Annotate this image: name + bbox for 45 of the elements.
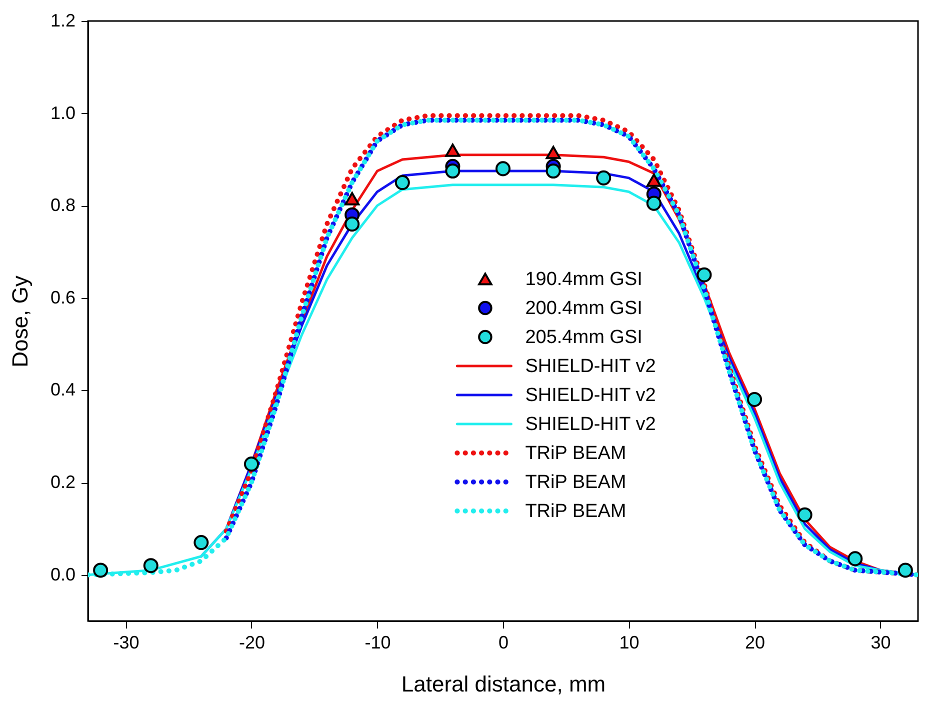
x-tick-label: 0 — [498, 632, 509, 652]
legend-label: 190.4mm GSI — [525, 269, 642, 290]
legend-label: TRiP BEAM — [525, 443, 626, 464]
y-tick-label: 0.6 — [50, 287, 76, 308]
x-tick-label: 10 — [619, 632, 640, 652]
point — [646, 196, 662, 211]
x-tick-label: 20 — [745, 632, 766, 652]
point — [696, 267, 712, 282]
x-tick-label: -20 — [238, 632, 265, 652]
legend-label: SHIELD-HIT v2 — [525, 414, 656, 435]
point — [646, 174, 662, 187]
point — [848, 551, 863, 566]
point — [344, 216, 360, 232]
y-tick-label: 0.8 — [50, 195, 76, 216]
point — [445, 144, 460, 157]
point — [394, 175, 410, 190]
legend-label: SHIELD-HIT v2 — [525, 385, 656, 406]
point — [143, 558, 158, 574]
y-tick-label: 0.2 — [50, 472, 76, 492]
y-tick-label: 0.4 — [50, 380, 76, 400]
point — [495, 161, 511, 176]
x-tick-label: 30 — [870, 632, 891, 652]
legend-label: 200.4mm GSI — [525, 298, 642, 319]
point — [194, 535, 209, 550]
legend-label: 205.4mm GSI — [525, 327, 642, 348]
x-axis-title: Lateral distance, mm — [401, 672, 606, 696]
point — [546, 146, 561, 160]
y-tick-label: 1.2 — [50, 10, 76, 30]
point — [344, 192, 360, 206]
y-axis-title: Dose, Gy — [7, 276, 32, 368]
y-tick-label: 0.0 — [50, 564, 76, 584]
legend-label: TRiP BEAM — [525, 472, 626, 493]
point — [797, 507, 812, 522]
point — [898, 562, 913, 578]
legend-label: TRiP BEAM — [525, 501, 626, 522]
legend-label: SHIELD-HIT v2 — [525, 356, 656, 377]
point — [596, 170, 612, 186]
y-tick-label: 1.0 — [50, 102, 76, 123]
point — [546, 163, 561, 179]
x-tick-label: -10 — [364, 632, 391, 652]
point — [244, 456, 260, 472]
x-tick-label: -30 — [113, 632, 140, 652]
point — [93, 562, 108, 578]
point — [746, 392, 762, 407]
point — [445, 163, 460, 179]
